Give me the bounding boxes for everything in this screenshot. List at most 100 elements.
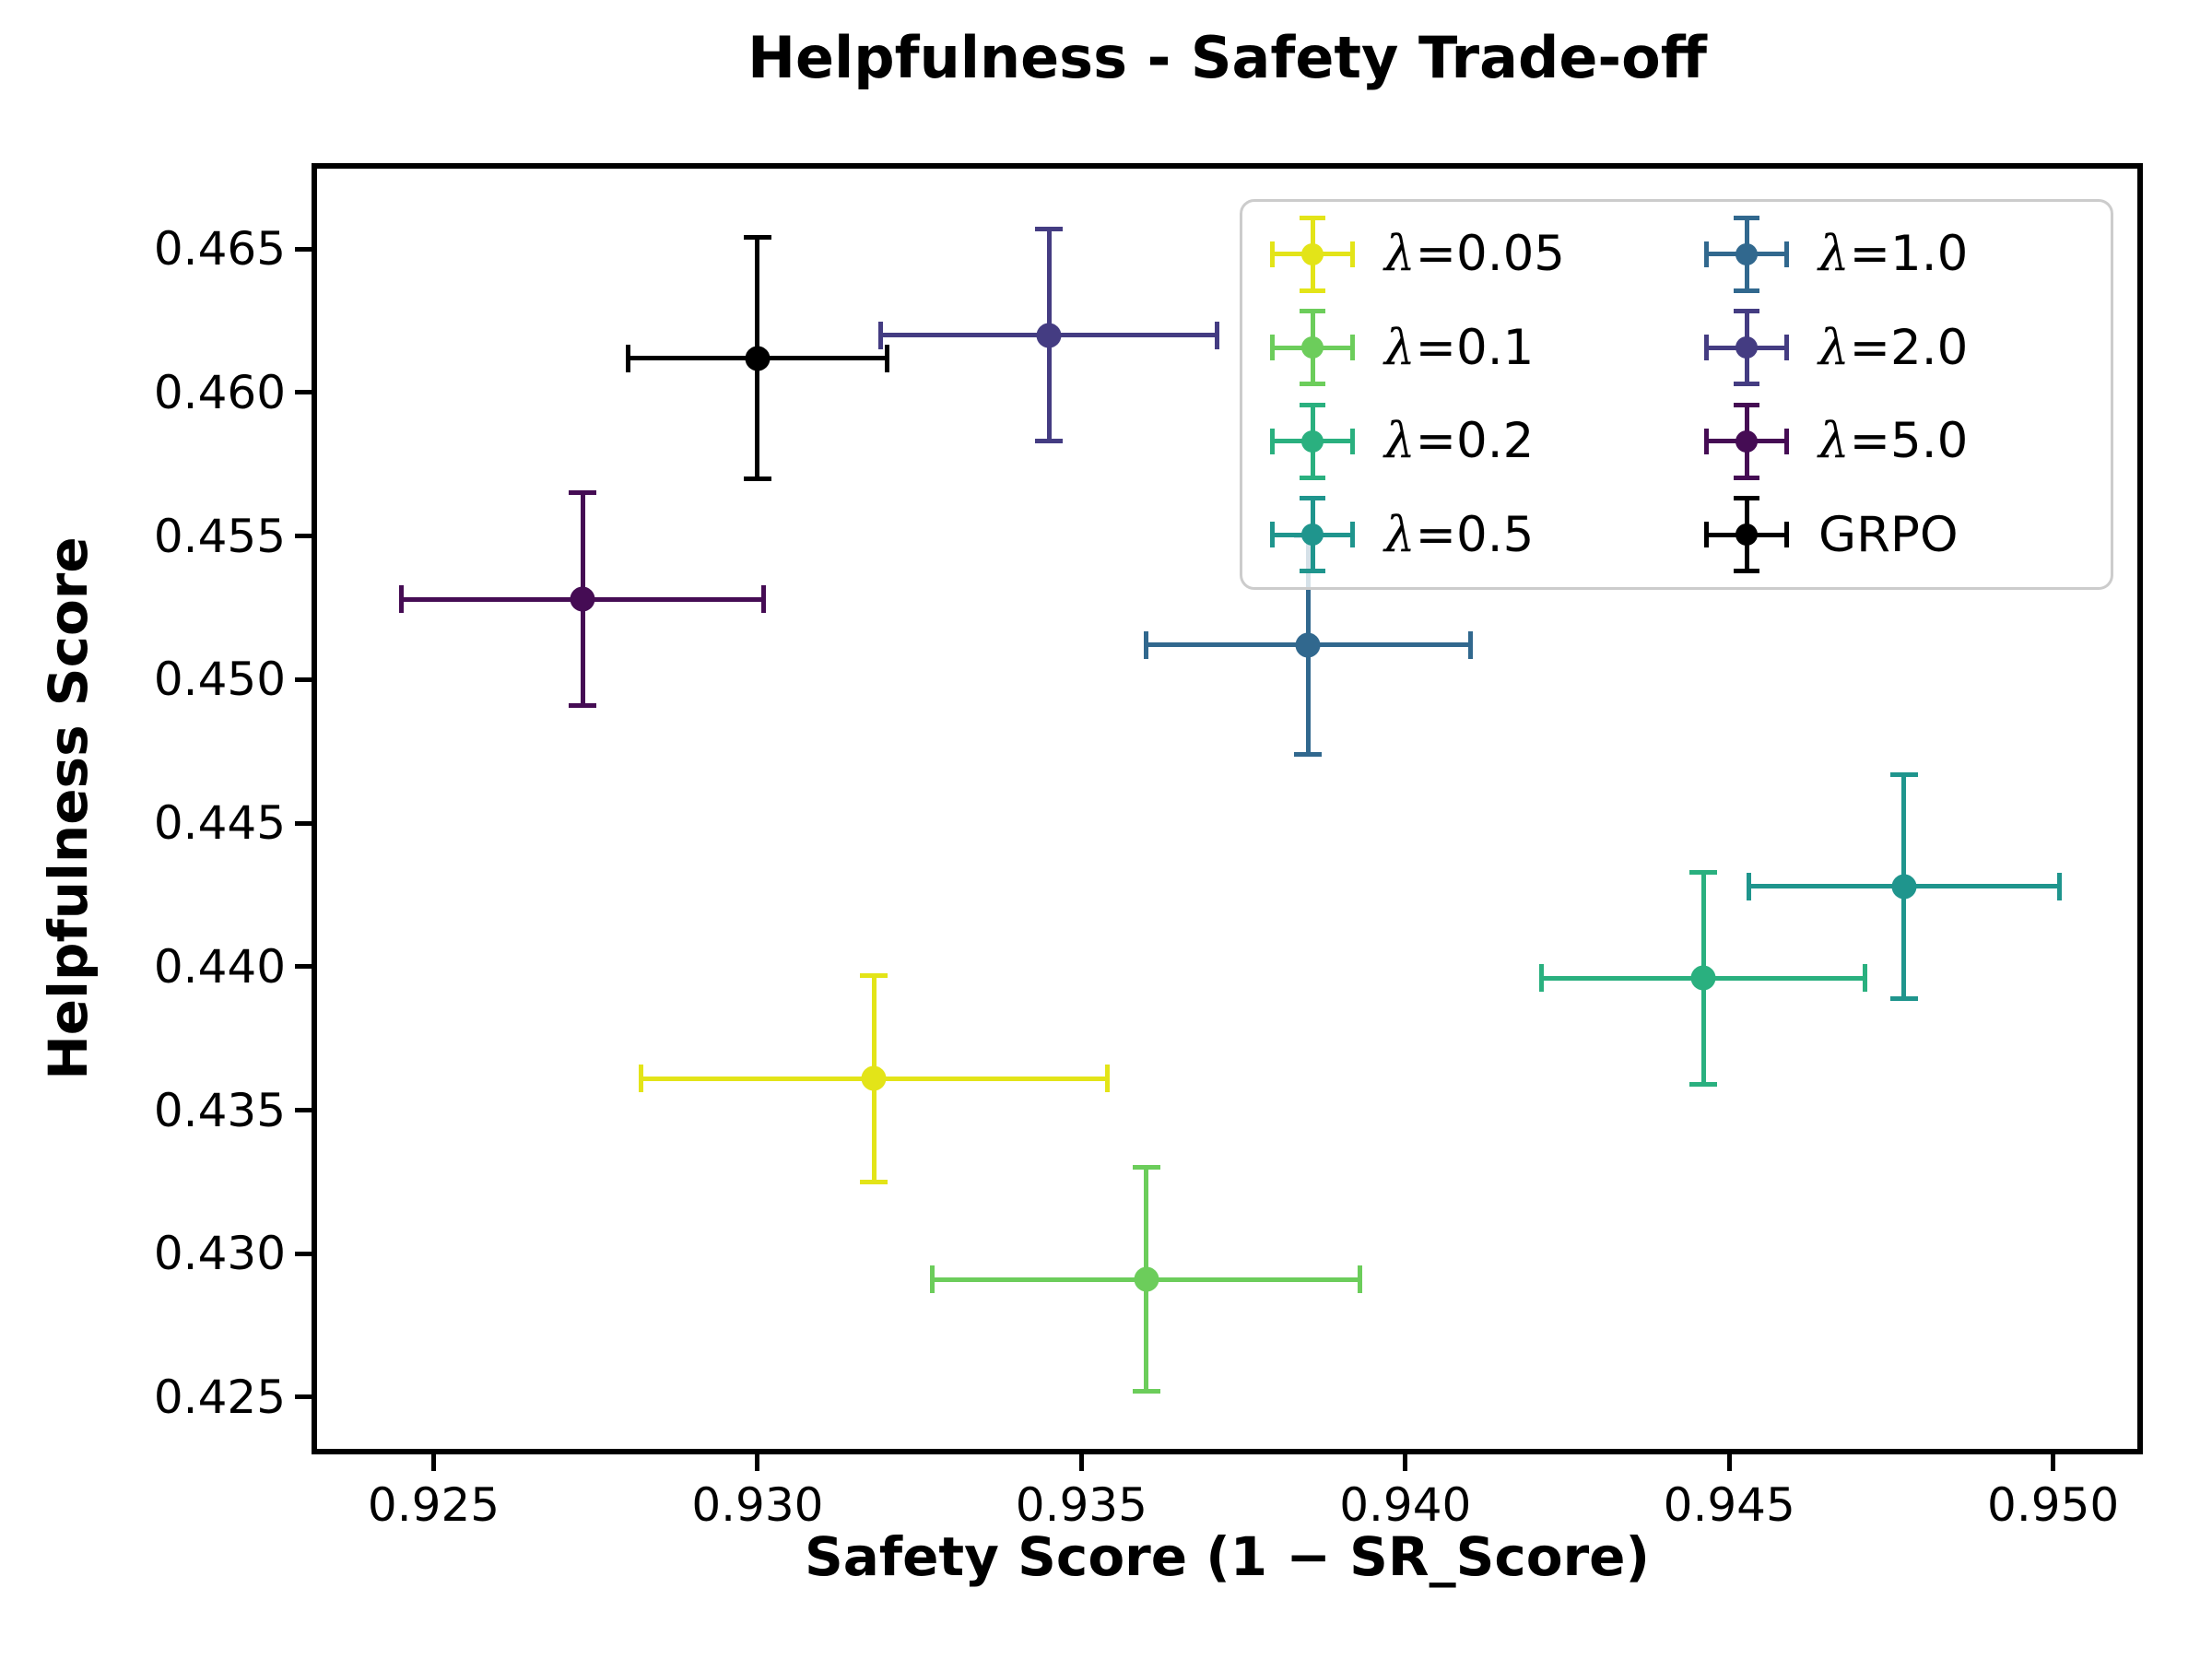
errorbar-marker-icon [1265, 397, 1360, 486]
series-lambda-0p1-cap-left [930, 1265, 935, 1294]
x-tick-0.935 [1078, 1454, 1084, 1471]
glyph-cap-bottom [1300, 475, 1325, 480]
legend-item-lambda-0.2: λ=0.2 [1242, 397, 1677, 486]
x-tick-0.930 [755, 1454, 760, 1471]
series-lambda-0p5-cap-right [2057, 872, 2063, 900]
legend-item-lambda-1.0: λ=1.0 [1677, 210, 2111, 299]
series-lambda-5p0-cap-bottom [569, 702, 597, 708]
series-lambda-1p0-cap-right [1467, 630, 1473, 659]
legend-label: λ=5.0 [1818, 413, 1969, 470]
y-tick-label-0.450: 0.450 [153, 653, 286, 707]
legend: λ=0.05 λ=0.1 λ=0.2 λ=0.5 λ=1.0 λ=2.0 λ=5.0 GRPO [1240, 199, 2113, 590]
legend-item-lambda-0.5: λ=0.5 [1242, 490, 1677, 579]
errorbar-marker-icon [1699, 397, 1794, 486]
glyph-cap-left [1270, 428, 1275, 454]
y-tick-0.440 [295, 964, 312, 970]
series-lambda-1p0-marker [1295, 632, 1321, 658]
series-lambda-0p05-cap-bottom [860, 1179, 888, 1184]
glyph-cap-left [1270, 335, 1275, 361]
glyph-cap-left [1704, 335, 1709, 361]
series-lambda-0p1-cap-right [1358, 1265, 1363, 1294]
legend-label: GRPO [1818, 506, 1959, 563]
x-tick-label-0.930: 0.930 [691, 1478, 824, 1532]
y-tick-label-0.440: 0.440 [153, 939, 286, 994]
glyph-cap-bottom [1300, 382, 1325, 387]
series-GRPO-cap-bottom [743, 476, 771, 481]
series-lambda-0p05-cap-right [1104, 1065, 1110, 1093]
series-lambda-0p05-cap-left [638, 1065, 643, 1093]
errorbar-marker-icon [1699, 490, 1794, 579]
legend-label: λ=2.0 [1818, 319, 1969, 376]
series-lambda-0p5-marker [1891, 874, 1917, 900]
series-lambda-0p2-cap-top [1689, 869, 1718, 875]
glyph-cap-right [1784, 522, 1789, 548]
series-lambda-2p0-cap-top [1035, 226, 1064, 231]
errorbar-marker-icon [1699, 303, 1794, 392]
glyph-cap-right [1784, 428, 1789, 454]
series-lambda-5p0-cap-top [569, 490, 597, 496]
glyph-cap-right [1350, 522, 1355, 548]
series-GRPO-cap-left [625, 344, 630, 372]
legend-item-lambda-2.0: λ=2.0 [1677, 303, 2111, 392]
x-tick-0.950 [2051, 1454, 2056, 1471]
legend-item-lambda-0.05: λ=0.05 [1242, 210, 1677, 299]
glyph-dot [1735, 429, 1758, 453]
series-lambda-0p5-cap-top [1889, 771, 1918, 777]
legend-item-lambda-0.1: λ=0.1 [1242, 303, 1677, 392]
glyph-cap-top [1300, 215, 1325, 220]
series-lambda-5p0-marker [570, 586, 595, 612]
x-tick-label-0.935: 0.935 [1015, 1478, 1147, 1532]
series-lambda-0p05-marker [861, 1065, 887, 1091]
x-tick-label-0.950: 0.950 [1987, 1478, 2120, 1532]
glyph-cap-right [1350, 241, 1355, 267]
glyph-dot [1735, 336, 1758, 359]
legend-label: λ=1.0 [1818, 226, 1969, 283]
glyph-cap-top [1300, 402, 1325, 407]
glyph-dot [1301, 429, 1324, 453]
series-lambda-0p1-cap-top [1132, 1165, 1160, 1171]
series-lambda-0p5-cap-left [1746, 872, 1751, 900]
glyph-cap-right [1784, 241, 1789, 267]
x-tick-0.940 [1403, 1454, 1408, 1471]
y-tick-0.430 [295, 1251, 312, 1256]
glyph-cap-bottom [1734, 382, 1759, 387]
series-lambda-0p2-cap-left [1538, 964, 1544, 993]
legend-label: λ=0.05 [1384, 226, 1566, 283]
glyph-dot [1301, 242, 1324, 265]
x-tick-0.945 [1726, 1454, 1732, 1471]
series-lambda-5p0-cap-left [398, 585, 404, 614]
chart-title: Helpfulness - Safety Trade-off [747, 24, 1707, 91]
glyph-dot [1735, 524, 1758, 547]
y-axis-label: Helpfulness Score [37, 536, 100, 1080]
glyph-cap-right [1350, 335, 1355, 361]
y-tick-0.450 [295, 677, 312, 682]
x-tick-0.925 [431, 1454, 436, 1471]
y-tick-0.425 [295, 1394, 312, 1400]
glyph-dot [1735, 242, 1758, 265]
glyph-cap-left [1704, 428, 1709, 454]
x-tick-label-0.945: 0.945 [1663, 1478, 1795, 1532]
glyph-cap-left [1270, 241, 1275, 267]
series-lambda-1p0-cap-bottom [1294, 751, 1323, 757]
series-lambda-0p2-marker [1690, 965, 1716, 991]
series-lambda-2p0-cap-left [877, 321, 883, 349]
y-tick-label-0.435: 0.435 [153, 1083, 286, 1137]
y-tick-label-0.445: 0.445 [153, 796, 286, 851]
series-lambda-0p05-cap-top [860, 972, 888, 978]
series-lambda-1p0-cap-left [1144, 630, 1149, 659]
y-tick-0.460 [295, 390, 312, 395]
glyph-cap-top [1734, 309, 1759, 314]
glyph-cap-right [1784, 335, 1789, 361]
series-lambda-0p2-cap-right [1863, 964, 1868, 993]
glyph-cap-bottom [1734, 475, 1759, 480]
glyph-cap-left [1704, 241, 1709, 267]
glyph-cap-left [1704, 522, 1709, 548]
y-tick-label-0.465: 0.465 [153, 222, 286, 276]
errorbar-marker-icon [1265, 490, 1360, 579]
legend-label: λ=0.5 [1384, 506, 1535, 563]
glyph-cap-bottom [1300, 288, 1325, 293]
y-tick-0.445 [295, 820, 312, 826]
series-lambda-0p2-cap-bottom [1689, 1081, 1718, 1087]
series-lambda-0p1-marker [1134, 1266, 1159, 1292]
